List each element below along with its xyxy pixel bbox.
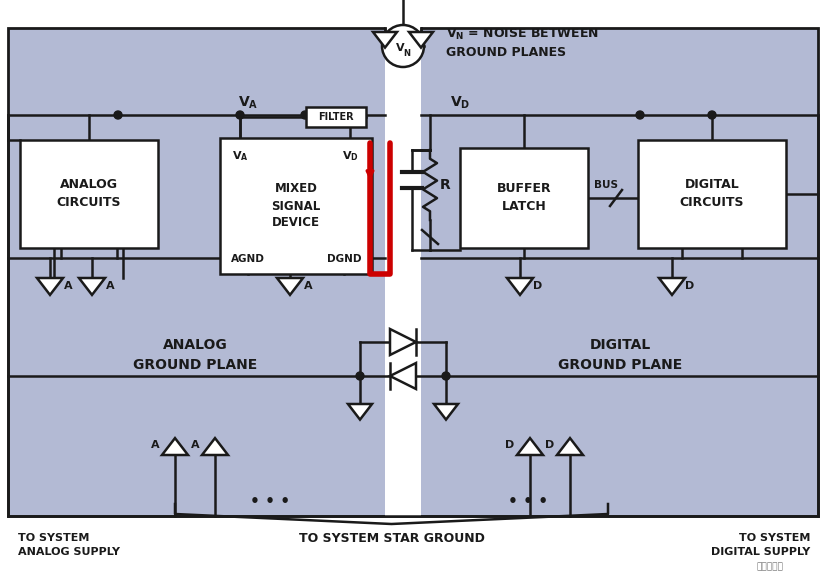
Polygon shape bbox=[433, 404, 457, 420]
Text: MIXED
SIGNAL
DEVICE: MIXED SIGNAL DEVICE bbox=[271, 183, 320, 229]
Text: TO SYSTEM
DIGITAL SUPPLY: TO SYSTEM DIGITAL SUPPLY bbox=[710, 533, 809, 557]
Text: GROUND PLANES: GROUND PLANES bbox=[446, 46, 566, 58]
Circle shape bbox=[356, 372, 364, 380]
Circle shape bbox=[381, 25, 423, 67]
Polygon shape bbox=[347, 404, 371, 420]
Text: $\mathbf{V_D}$: $\mathbf{V_D}$ bbox=[449, 95, 470, 111]
Text: FILTER: FILTER bbox=[318, 112, 353, 122]
Polygon shape bbox=[162, 438, 188, 455]
Text: ANALOG
GROUND PLANE: ANALOG GROUND PLANE bbox=[132, 338, 257, 372]
Text: $\mathbf{V_A}$: $\mathbf{V_A}$ bbox=[237, 95, 258, 111]
Text: $\mathbf{V_N}$ = NOISE BETWEEN: $\mathbf{V_N}$ = NOISE BETWEEN bbox=[446, 27, 598, 42]
Text: A: A bbox=[64, 281, 72, 291]
Bar bbox=[8, 28, 817, 516]
Polygon shape bbox=[557, 438, 582, 455]
Text: • • •: • • • bbox=[507, 495, 547, 509]
Polygon shape bbox=[409, 32, 433, 47]
Circle shape bbox=[707, 111, 715, 119]
Text: DGND: DGND bbox=[327, 254, 361, 264]
Circle shape bbox=[635, 111, 643, 119]
Text: R: R bbox=[439, 178, 450, 192]
Text: A: A bbox=[106, 281, 114, 291]
Text: A: A bbox=[151, 440, 159, 450]
Circle shape bbox=[236, 111, 244, 119]
Text: DIGITAL
GROUND PLANE: DIGITAL GROUND PLANE bbox=[557, 338, 681, 372]
Text: $\mathbf{V_A}$: $\mathbf{V_A}$ bbox=[232, 149, 248, 163]
Bar bbox=[306, 107, 366, 127]
Bar bbox=[638, 140, 785, 248]
Text: A: A bbox=[304, 281, 312, 291]
Text: ANALOG
CIRCUITS: ANALOG CIRCUITS bbox=[57, 179, 121, 209]
Text: AGND: AGND bbox=[231, 254, 265, 264]
Text: D: D bbox=[545, 440, 554, 450]
Bar bbox=[20, 140, 158, 248]
Text: D: D bbox=[504, 440, 514, 450]
Text: • • •: • • • bbox=[250, 495, 289, 509]
Text: V: V bbox=[395, 43, 404, 53]
Text: TO SYSTEM
ANALOG SUPPLY: TO SYSTEM ANALOG SUPPLY bbox=[18, 533, 120, 557]
Text: 工程师看海: 工程师看海 bbox=[756, 562, 782, 572]
Circle shape bbox=[301, 111, 308, 119]
Text: D: D bbox=[685, 281, 694, 291]
Text: BUFFER
LATCH: BUFFER LATCH bbox=[496, 183, 551, 213]
Text: $\mathbf{V_D}$: $\mathbf{V_D}$ bbox=[342, 149, 358, 163]
Polygon shape bbox=[506, 278, 533, 295]
Circle shape bbox=[442, 372, 449, 380]
Text: D: D bbox=[533, 281, 542, 291]
Circle shape bbox=[114, 111, 122, 119]
Text: A: A bbox=[190, 440, 199, 450]
Polygon shape bbox=[516, 438, 543, 455]
Polygon shape bbox=[658, 278, 684, 295]
Polygon shape bbox=[37, 278, 63, 295]
Bar bbox=[385, 0, 420, 516]
Polygon shape bbox=[277, 278, 303, 295]
Bar bbox=[220, 138, 371, 274]
Text: BUS: BUS bbox=[593, 180, 617, 190]
Polygon shape bbox=[390, 329, 415, 355]
Polygon shape bbox=[79, 278, 105, 295]
Polygon shape bbox=[372, 32, 396, 47]
Text: N: N bbox=[403, 49, 410, 57]
Text: DIGITAL
CIRCUITS: DIGITAL CIRCUITS bbox=[679, 179, 743, 209]
Text: TO SYSTEM STAR GROUND: TO SYSTEM STAR GROUND bbox=[299, 532, 484, 544]
Polygon shape bbox=[202, 438, 227, 455]
Polygon shape bbox=[390, 363, 415, 389]
Bar bbox=[460, 148, 587, 248]
